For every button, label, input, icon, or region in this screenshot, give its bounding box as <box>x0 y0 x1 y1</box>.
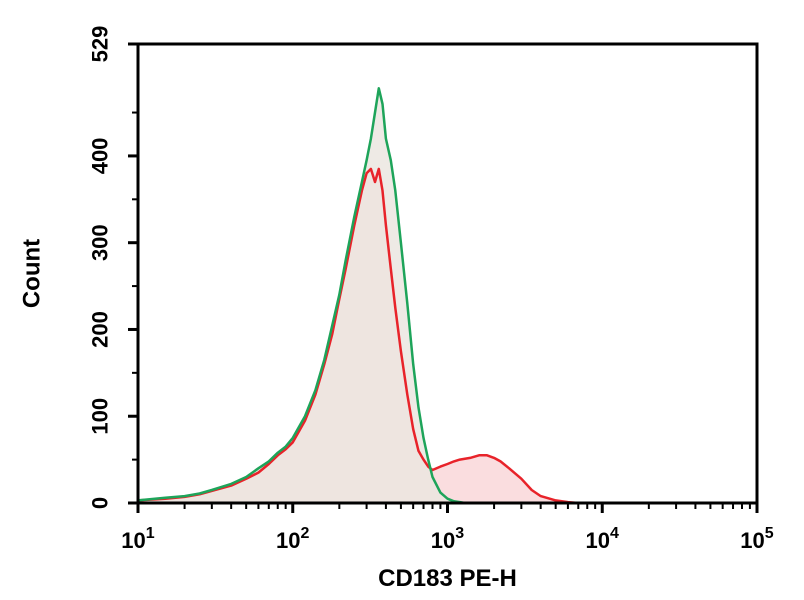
y-tick-label: 400 <box>88 138 113 175</box>
plot-frame <box>136 42 759 505</box>
x-tick-base: 10 <box>121 528 145 553</box>
x-tick-label: 103 <box>431 525 464 553</box>
x-tick-exponent: 2 <box>301 525 310 542</box>
x-tick-label: 104 <box>586 525 619 553</box>
series-lines <box>137 87 603 505</box>
x-tick-label: 102 <box>276 525 309 553</box>
y-tick-label: 300 <box>88 224 113 261</box>
y-tick-label: 100 <box>88 398 113 435</box>
y-tick-label: 200 <box>88 311 113 348</box>
series-fills <box>138 88 603 504</box>
series-0-line <box>137 167 603 505</box>
y-tick-label: 0 <box>88 497 113 509</box>
x-tick-exponent: 3 <box>455 525 464 542</box>
x-tick-base: 10 <box>431 528 455 553</box>
series-1-area <box>138 88 475 504</box>
x-tick-base: 10 <box>586 528 610 553</box>
y-axis-title: Count <box>19 239 46 308</box>
x-tick-exponent: 4 <box>610 525 619 542</box>
x-axis-title: CD183 PE-H <box>378 565 517 592</box>
x-tick-base: 10 <box>276 528 300 553</box>
x-tick-exponent: 5 <box>765 525 774 542</box>
x-tick-label: 101 <box>121 525 154 553</box>
y-tick-label: 529 <box>88 26 113 63</box>
x-tick-base: 10 <box>740 528 764 553</box>
x-tick-label: 105 <box>740 525 773 553</box>
y-axis-ticks: 0 100 200 300 400 529 <box>88 26 138 509</box>
x-axis-ticks: 101 102 103 104 105 <box>121 503 774 553</box>
x-tick-exponent: 1 <box>146 525 155 542</box>
series-1-line <box>137 87 475 505</box>
